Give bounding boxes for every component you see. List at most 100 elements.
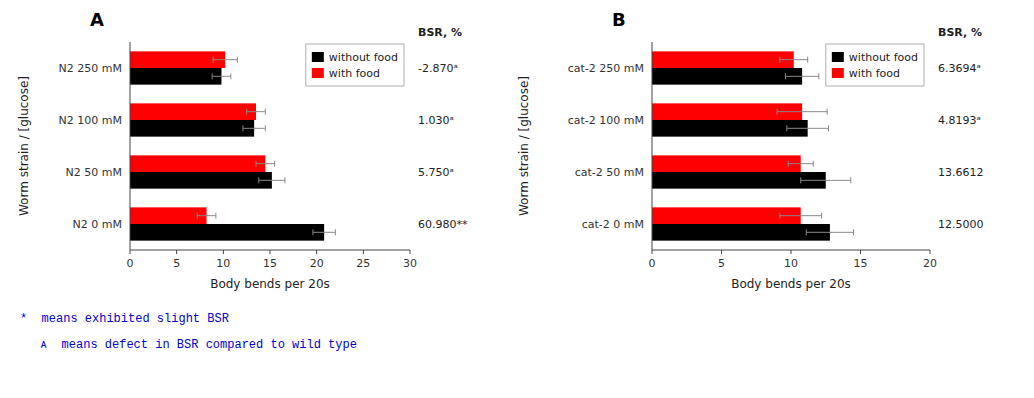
- bar: [652, 120, 808, 137]
- error-bar: [801, 177, 851, 183]
- x-tick-label: 0: [649, 257, 656, 270]
- error-line: [313, 232, 335, 233]
- side-label: 4.8193ᵃ: [938, 114, 981, 127]
- error-bar: [780, 213, 822, 219]
- category-label: N2 250 mM: [59, 62, 122, 75]
- x-tick: [860, 250, 861, 254]
- error-line: [213, 59, 237, 60]
- error-cap: [230, 73, 231, 79]
- error-line: [780, 215, 822, 216]
- error-cap: [806, 229, 807, 235]
- error-cap: [827, 109, 828, 115]
- error-cap: [256, 161, 257, 167]
- error-cap: [818, 73, 819, 79]
- error-cap: [786, 125, 787, 131]
- error-cap: [312, 229, 313, 235]
- bar: [652, 207, 801, 224]
- x-tick: [930, 250, 931, 254]
- error-bar: [788, 161, 813, 167]
- category-label: N2 100 mM: [59, 114, 122, 127]
- legend-label: without food: [329, 51, 398, 64]
- error-cap: [265, 125, 266, 131]
- bar: [652, 224, 830, 241]
- x-tick: [791, 250, 792, 254]
- x-tick: [410, 250, 411, 254]
- error-cap: [850, 177, 851, 183]
- side-label: 13.6612: [938, 166, 984, 179]
- x-tick: [176, 250, 177, 254]
- error-line: [801, 180, 851, 181]
- error-line: [256, 163, 275, 164]
- category-label: N2 50 mM: [66, 166, 122, 179]
- bar: [652, 172, 826, 189]
- error-bar: [247, 109, 266, 115]
- x-tick-label: 20: [310, 257, 324, 270]
- legend-frame: [306, 44, 404, 86]
- legend: without food with food: [826, 44, 924, 86]
- panel-title: B: [612, 9, 626, 30]
- side-label: 12.5000: [938, 218, 984, 231]
- marks: [652, 51, 854, 240]
- panel-title: A: [90, 9, 104, 30]
- error-cap: [237, 57, 238, 63]
- bar: [130, 172, 272, 189]
- bar: [652, 68, 802, 85]
- background: [0, 0, 1034, 398]
- error-cap: [335, 229, 336, 235]
- error-line: [777, 111, 827, 112]
- error-cap: [813, 161, 814, 167]
- footnote: * means exhibited slight BSR: [20, 312, 229, 326]
- error-line: [788, 163, 813, 164]
- category-label: cat-2 0 mM: [582, 218, 644, 231]
- legend-label: without food: [849, 51, 918, 64]
- bar: [130, 51, 225, 68]
- x-tick-label: 0: [127, 257, 134, 270]
- error-bar: [313, 229, 335, 235]
- legend-swatch: [312, 52, 324, 62]
- error-bar: [787, 125, 829, 131]
- side-label: 5.750ᵃ: [418, 166, 454, 179]
- side-label: 1.030ᵃ: [418, 114, 454, 127]
- legend-swatch: [312, 68, 324, 78]
- error-line: [243, 128, 265, 129]
- category-label: cat-2 100 mM: [568, 114, 644, 127]
- side-label: -2.870ᵃ: [418, 62, 458, 75]
- legend-label: with food: [849, 67, 900, 80]
- error-cap: [258, 177, 259, 183]
- error-bar: [197, 213, 216, 219]
- error-bar: [785, 73, 818, 79]
- x-tick: [721, 250, 722, 254]
- y-axis-line: [130, 42, 131, 250]
- category-label: cat-2 50 mM: [575, 166, 644, 179]
- error-line: [212, 76, 231, 77]
- x-tick-label: 5: [718, 257, 725, 270]
- error-cap: [785, 73, 786, 79]
- error-cap: [821, 213, 822, 219]
- error-line: [259, 180, 285, 181]
- bar: [130, 224, 324, 241]
- y-axis-title: Worm strain / [glucose]: [517, 76, 531, 216]
- x-tick-label: 30: [403, 257, 417, 270]
- legend-label: with food: [329, 67, 380, 80]
- bar: [130, 103, 256, 120]
- x-tick: [316, 250, 317, 254]
- error-line: [247, 111, 266, 112]
- x-tick: [270, 250, 271, 254]
- error-cap: [246, 109, 247, 115]
- panel: A N2 250 mM -2.870ᵃ N2 100 mM 1.030ᵃ N2 50 mM…: [17, 9, 468, 291]
- legend-swatch: [832, 68, 844, 78]
- error-line: [780, 59, 808, 60]
- error-cap: [828, 125, 829, 131]
- side-label: 60.980**: [418, 218, 468, 231]
- x-tick: [130, 250, 131, 254]
- x-tick-label: 25: [356, 257, 370, 270]
- bar: [130, 155, 265, 172]
- legend-swatch: [832, 52, 844, 62]
- x-tick-label: 20: [923, 257, 937, 270]
- bar: [130, 207, 207, 224]
- x-axis-title: Body bends per 20s: [210, 277, 330, 291]
- x-tick-label: 15: [263, 257, 277, 270]
- error-cap: [788, 161, 789, 167]
- bar: [130, 68, 221, 85]
- side-label-title: BSR, %: [418, 26, 462, 39]
